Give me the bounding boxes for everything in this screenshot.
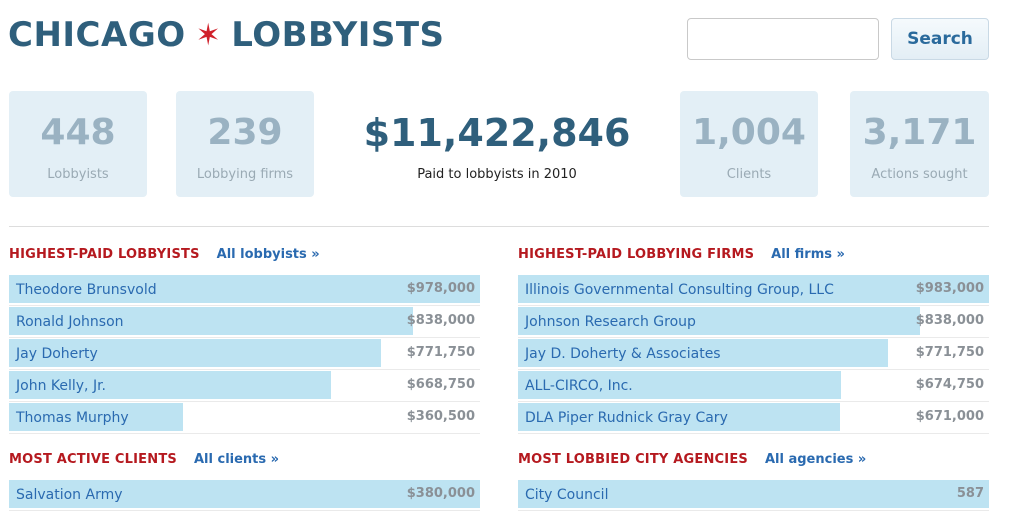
stat-clients[interactable]: 1,004 Clients xyxy=(680,91,818,197)
amount-bar xyxy=(9,403,183,431)
list-item[interactable]: Thomas Murphy $360,500 xyxy=(9,402,480,434)
row-value: $983,000 xyxy=(915,281,984,296)
list-item[interactable]: Jay D. Doherty & Associates $771,750 xyxy=(518,338,989,370)
stat-label: Paid to lobbyists in 2010 xyxy=(417,167,577,182)
row-value: $671,000 xyxy=(915,409,984,424)
stat-value: 239 xyxy=(207,112,283,153)
stat-actions-sought[interactable]: 3,171 Actions sought xyxy=(850,91,989,197)
list-item[interactable]: Ronald Johnson $838,000 xyxy=(9,306,480,338)
amount-bar xyxy=(9,275,480,303)
row-name[interactable]: DLA Piper Rudnick Gray Cary xyxy=(525,410,728,426)
amount-bar xyxy=(518,403,840,431)
row-name[interactable]: Ronald Johnson xyxy=(16,314,124,330)
all-lobbyists-link[interactable]: All lobbyists » xyxy=(216,247,320,262)
amount-bar xyxy=(9,480,480,508)
list-item[interactable]: DLA Piper Rudnick Gray Cary $671,000 xyxy=(518,402,989,434)
row-name[interactable]: City Council xyxy=(525,487,609,503)
row-name[interactable]: Salvation Army xyxy=(16,487,123,503)
list-item[interactable]: John Kelly, Jr. $668,750 xyxy=(9,370,480,402)
search-button[interactable]: Search xyxy=(891,18,989,60)
row-value: $838,000 xyxy=(915,313,984,328)
search-form: Search xyxy=(687,18,989,60)
all-agencies-link[interactable]: All agencies » xyxy=(764,452,867,467)
section-most-active-clients: MOST ACTIVE CLIENTS All clients » Salvat… xyxy=(9,452,480,511)
lobbyists-list: Theodore Brunsvold $978,000 Ronald Johnso… xyxy=(9,274,480,434)
row-name[interactable]: John Kelly, Jr. xyxy=(16,378,107,394)
row-value: $668,750 xyxy=(406,377,475,392)
row-name[interactable]: Johnson Research Group xyxy=(525,314,696,330)
stat-label: Clients xyxy=(726,167,772,182)
row-value: $771,750 xyxy=(915,345,984,360)
stat-value: 3,171 xyxy=(862,112,977,153)
section-most-lobbied-agencies: MOST LOBBIED CITY AGENCIES All agencies … xyxy=(518,452,989,511)
stat-value: $11,422,846 xyxy=(363,111,631,155)
row-value: $674,750 xyxy=(915,377,984,392)
row-name[interactable]: Jay D. Doherty & Associates xyxy=(525,346,721,362)
list-item[interactable]: Theodore Brunsvold $978,000 xyxy=(9,274,480,306)
row-value: $380,000 xyxy=(406,486,475,501)
search-input[interactable] xyxy=(687,18,879,60)
row-name[interactable]: ALL-CIRCO, Inc. xyxy=(525,378,633,394)
stat-lobbying-firms[interactable]: 239 Lobbying firms xyxy=(176,91,314,197)
stat-label: Lobbying firms xyxy=(196,167,294,182)
site-logo[interactable]: CHICAGO ✶ LOBBYISTS xyxy=(8,15,445,55)
section-highest-paid-firms: HIGHEST-PAID LOBBYING FIRMS All firms » … xyxy=(518,247,989,434)
stat-lobbyists[interactable]: 448 Lobbyists xyxy=(9,91,147,197)
row-value: $360,500 xyxy=(406,409,475,424)
all-firms-link[interactable]: All firms » xyxy=(771,247,845,262)
amount-bar xyxy=(518,339,888,367)
row-value: $838,000 xyxy=(406,313,475,328)
section-title: MOST ACTIVE CLIENTS xyxy=(9,452,177,467)
stat-label: Actions sought xyxy=(871,167,968,182)
row-name[interactable]: Jay Doherty xyxy=(16,346,98,362)
stat-value: 1,004 xyxy=(692,112,806,153)
list-item[interactable]: Jay Doherty $771,750 xyxy=(9,338,480,370)
list-item[interactable]: ALL-CIRCO, Inc. $674,750 xyxy=(518,370,989,402)
amount-bar xyxy=(518,275,989,303)
amount-bar xyxy=(9,307,413,335)
section-highest-paid-lobbyists: HIGHEST-PAID LOBBYISTS All lobbyists » T… xyxy=(9,247,480,434)
logo-text-lobbyists: LOBBYISTS xyxy=(231,15,445,55)
row-value: $978,000 xyxy=(406,281,475,296)
section-title: HIGHEST-PAID LOBBYISTS xyxy=(9,247,200,262)
section-title: HIGHEST-PAID LOBBYING FIRMS xyxy=(518,247,755,262)
agencies-list: City Council 587 xyxy=(518,479,989,511)
site-header: CHICAGO ✶ LOBBYISTS xyxy=(8,10,445,60)
stats-bar: 448 Lobbyists 239 Lobbying firms $11,422… xyxy=(9,91,989,197)
list-item[interactable]: Illinois Governmental Consulting Group, … xyxy=(518,274,989,306)
list-item[interactable]: Johnson Research Group $838,000 xyxy=(518,306,989,338)
row-name[interactable]: Thomas Murphy xyxy=(16,410,129,426)
all-clients-link[interactable]: All clients » xyxy=(193,452,280,467)
list-item[interactable]: Salvation Army $380,000 xyxy=(9,479,480,511)
amount-bar xyxy=(9,339,381,367)
clients-list: Salvation Army $380,000 xyxy=(9,479,480,511)
stat-value: 448 xyxy=(40,112,116,153)
stat-label: Lobbyists xyxy=(47,167,109,182)
amount-bar xyxy=(518,371,842,399)
amount-bar xyxy=(518,307,920,335)
row-name[interactable]: Theodore Brunsvold xyxy=(16,282,157,298)
stat-total-paid: $11,422,846 Paid to lobbyists in 2010 xyxy=(339,91,655,197)
amount-bar xyxy=(518,480,989,508)
row-value: $771,750 xyxy=(406,345,475,360)
chicago-star-icon: ✶ xyxy=(195,17,222,53)
amount-bar xyxy=(9,371,332,399)
firms-list: Illinois Governmental Consulting Group, … xyxy=(518,274,989,434)
section-title: MOST LOBBIED CITY AGENCIES xyxy=(518,452,748,467)
row-name[interactable]: Illinois Governmental Consulting Group, … xyxy=(525,282,834,298)
divider xyxy=(9,226,989,227)
list-item[interactable]: City Council 587 xyxy=(518,479,989,511)
logo-text-chicago: CHICAGO xyxy=(8,15,186,55)
row-value: 587 xyxy=(956,486,984,501)
